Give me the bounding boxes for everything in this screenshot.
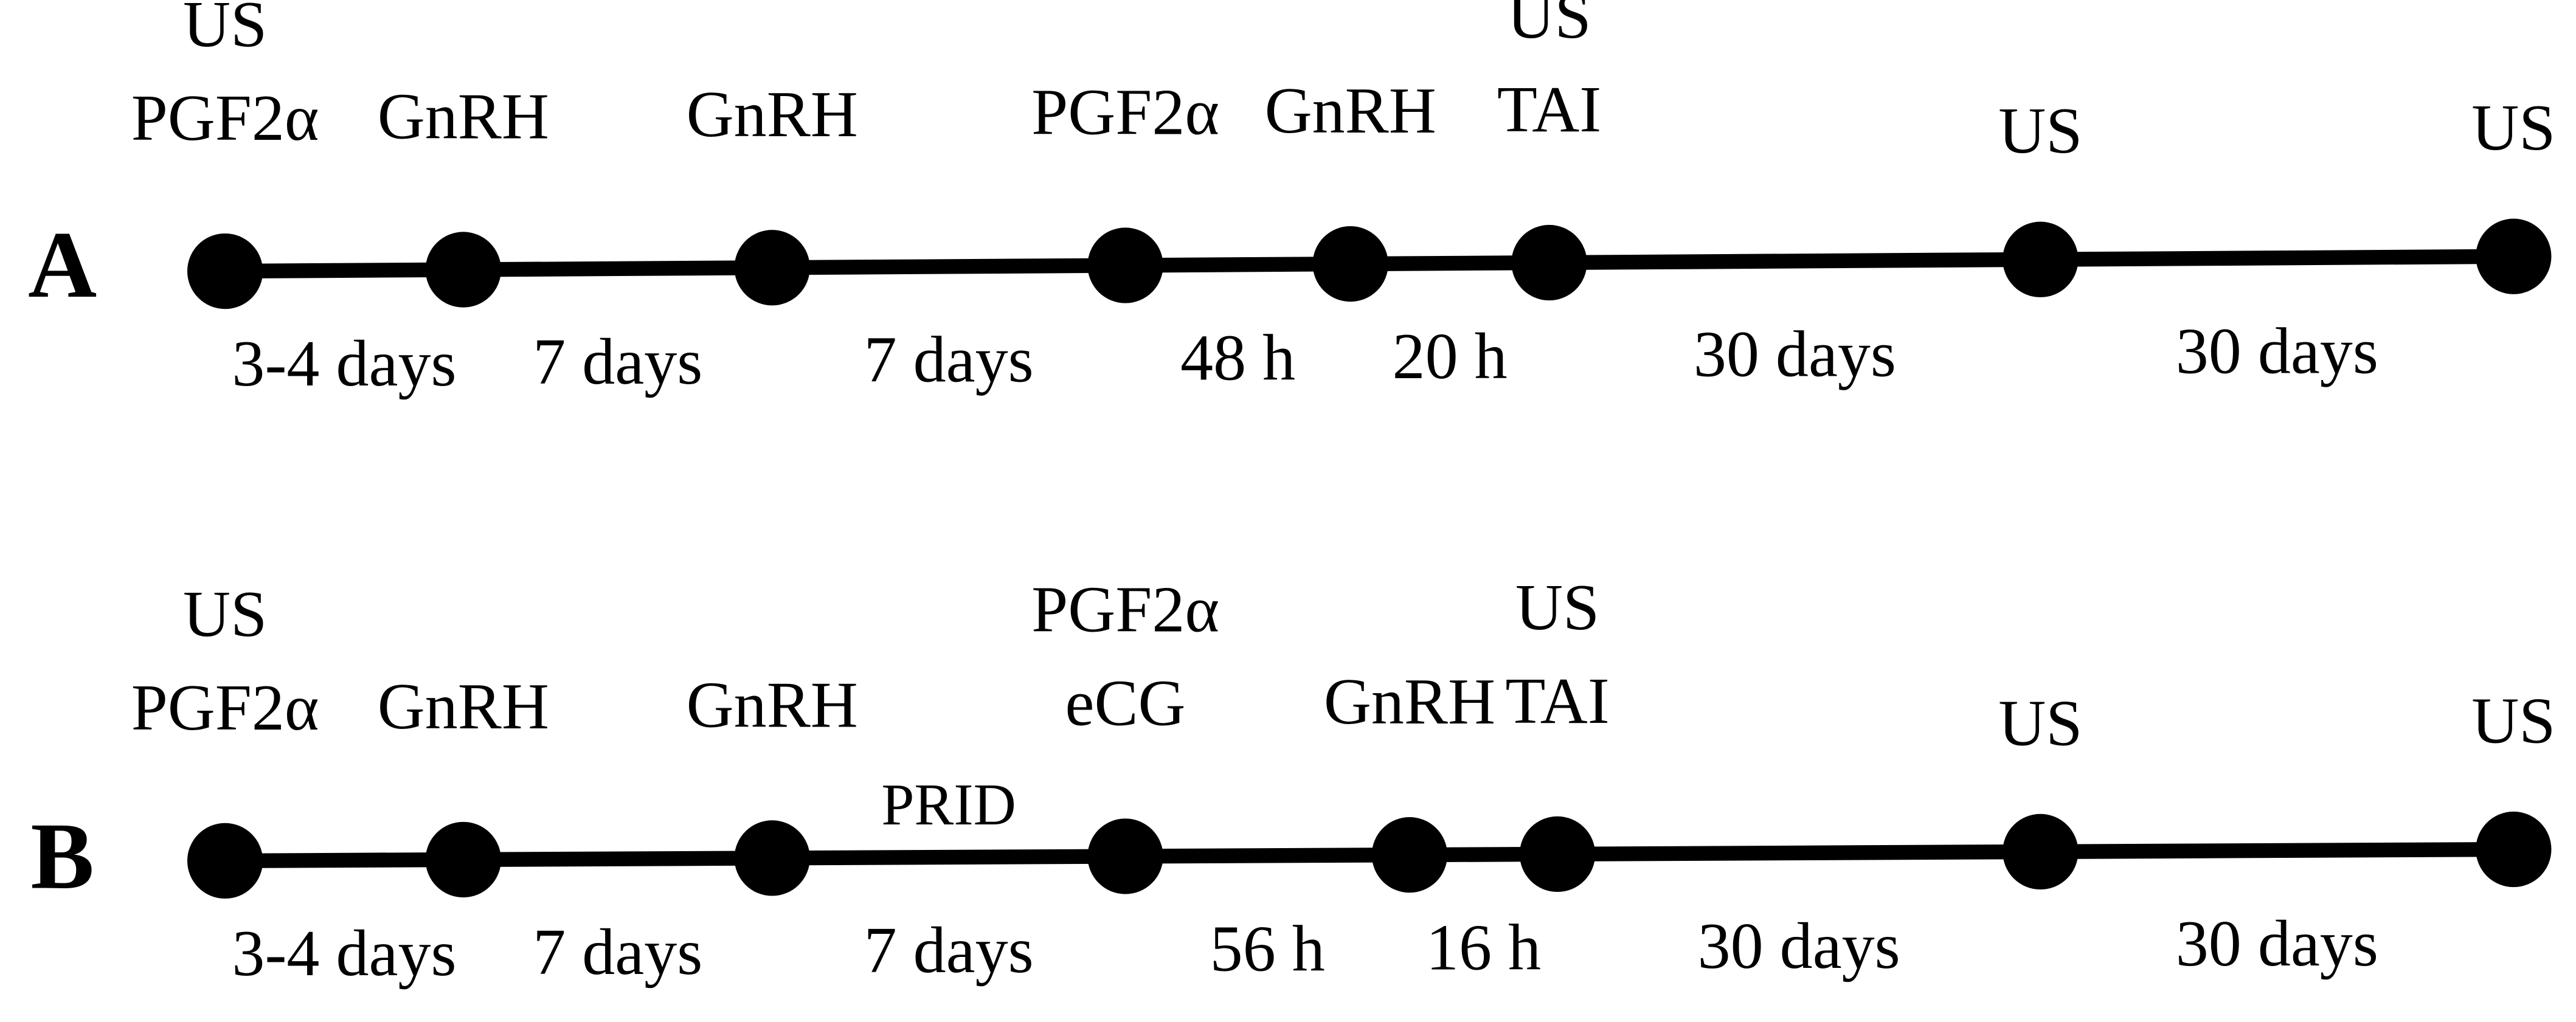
- interval-label: 7 days: [533, 916, 702, 989]
- event-label: PGF2α: [1031, 76, 1219, 148]
- interval-label: 3-4 days: [232, 328, 456, 400]
- event-label: PGF2α: [131, 672, 319, 744]
- treatment-note: PRID: [881, 772, 1016, 838]
- event-node: [1087, 227, 1163, 303]
- event-label: US: [1515, 571, 1599, 644]
- event-node: [1511, 224, 1587, 301]
- interval-label: 30 days: [2176, 908, 2378, 980]
- event-node: [1312, 226, 1388, 302]
- interval-label: 7 days: [864, 323, 1034, 396]
- event-label: US: [1507, 0, 1591, 52]
- event-label: TAI: [1497, 74, 1601, 146]
- event-label: US: [183, 0, 267, 61]
- interval-label: 30 days: [1694, 319, 1896, 391]
- interval-label: 7 days: [533, 326, 702, 398]
- panel-label: B: [30, 803, 94, 909]
- interval-label: 3-4 days: [232, 917, 456, 990]
- interval-label: 48 h: [1180, 322, 1295, 394]
- event-node: [1087, 818, 1163, 894]
- event-label: GnRH: [378, 671, 549, 743]
- event-label: TAI: [1505, 665, 1609, 737]
- panel-label: A: [28, 212, 97, 317]
- event-node: [1371, 817, 1448, 893]
- event-node: [734, 230, 810, 306]
- event-label: GnRH: [378, 80, 549, 153]
- event-label: US: [2471, 685, 2555, 757]
- timeline: [225, 841, 2514, 869]
- event-label: GnRH: [1265, 75, 1436, 147]
- event-node: [2476, 811, 2552, 888]
- interval-label: 56 h: [1210, 913, 1325, 985]
- interval-label: 7 days: [864, 914, 1034, 987]
- interval-label: 30 days: [1698, 910, 1900, 982]
- interval-label: 30 days: [2176, 315, 2378, 387]
- event-label: US: [183, 578, 267, 651]
- interval-label: 20 h: [1393, 320, 1508, 393]
- event-label: GnRH: [687, 78, 858, 151]
- event-label: GnRH: [1324, 666, 1495, 738]
- event-node: [1519, 816, 1596, 893]
- event-node: [187, 823, 263, 899]
- event-label: US: [1998, 95, 2082, 167]
- event-node: [425, 232, 501, 308]
- event-node: [2003, 813, 2079, 890]
- event-node: [2003, 221, 2079, 297]
- event-node: [187, 233, 263, 309]
- event-label: US: [2471, 92, 2555, 164]
- event-label: eCG: [1065, 667, 1186, 739]
- event-label: PGF2α: [1031, 573, 1219, 646]
- event-label: GnRH: [687, 669, 858, 741]
- event-node: [425, 821, 501, 898]
- event-node: [2476, 218, 2552, 294]
- interval-label: 16 h: [1426, 912, 1541, 984]
- event-label: PGF2α: [131, 82, 319, 154]
- event-node: [734, 820, 810, 896]
- event-label: US: [1998, 687, 2082, 759]
